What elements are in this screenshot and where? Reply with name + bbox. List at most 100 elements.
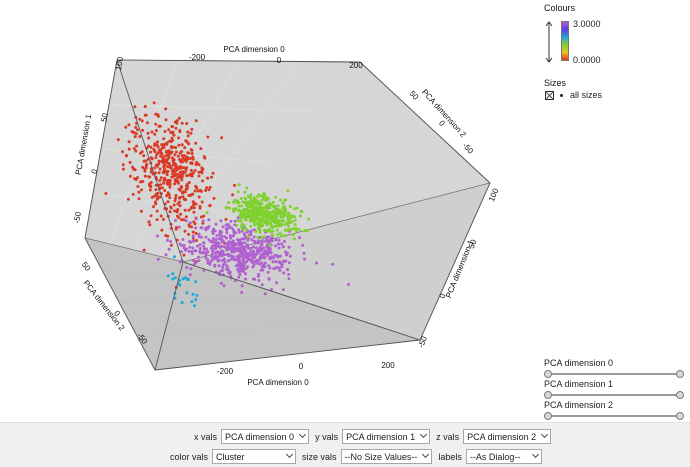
data-point-cluster-0 <box>172 158 176 162</box>
data-point-cluster-0 <box>212 196 216 200</box>
range-min-handle[interactable] <box>544 370 552 378</box>
data-point-cluster-1 <box>193 249 197 253</box>
data-point-cluster-3 <box>292 237 296 241</box>
data-point-cluster-0 <box>153 132 157 136</box>
x-vals-label: x vals <box>194 431 218 442</box>
data-point-cluster-0 <box>174 196 178 200</box>
data-point-cluster-1 <box>238 241 242 245</box>
data-point-cluster-1 <box>278 254 282 258</box>
data-point-cluster-1 <box>249 257 253 261</box>
data-point-cluster-1 <box>347 282 351 286</box>
data-point-cluster-0 <box>194 119 198 123</box>
data-point-cluster-0 <box>206 135 210 139</box>
data-point-cluster-1 <box>260 283 264 287</box>
x-vals-select[interactable]: PCA dimension 0 <box>221 429 310 444</box>
data-point-cluster-1 <box>232 241 236 245</box>
data-point-cluster-1 <box>178 242 182 246</box>
data-point-cluster-1 <box>303 257 307 261</box>
data-point-cluster-0 <box>207 188 211 192</box>
data-point-cluster-0 <box>180 121 184 125</box>
range-min-handle[interactable] <box>544 391 552 399</box>
data-point-cluster-1 <box>242 262 246 266</box>
data-point-cluster-3 <box>266 219 269 223</box>
data-point-cluster-1 <box>238 260 242 264</box>
data-point-cluster-1 <box>219 252 223 256</box>
data-point-cluster-0 <box>144 113 148 117</box>
data-point-cluster-1 <box>267 235 271 239</box>
size-vals-select[interactable]: --No Size Values-- <box>340 449 433 464</box>
data-point-cluster-1 <box>169 240 173 243</box>
data-point-cluster-1 <box>214 238 218 242</box>
data-point-cluster-1 <box>223 260 227 264</box>
data-point-cluster-3 <box>228 206 232 210</box>
data-point-cluster-3 <box>259 220 263 224</box>
labels-select[interactable]: --As Dialog-- <box>465 449 542 464</box>
data-point-cluster-1 <box>156 257 160 261</box>
data-point-cluster-0 <box>124 154 128 158</box>
data-point-cluster-3 <box>255 218 259 222</box>
range-max-handle[interactable] <box>676 370 684 378</box>
data-point-cluster-0 <box>190 225 194 229</box>
data-point-cluster-1 <box>233 231 237 235</box>
z-vals-select[interactable]: PCA dimension 2 <box>463 429 552 444</box>
y-vals-label: y vals <box>315 431 339 442</box>
y-vals-select[interactable]: PCA dimension 1 <box>342 429 431 444</box>
sizes-toggle-checkbox[interactable] <box>545 90 554 100</box>
tick-label-y: 0 <box>90 168 100 174</box>
data-point-cluster-0 <box>155 197 159 201</box>
data-point-cluster-1 <box>258 245 262 249</box>
tick-label-z: 0 <box>437 119 447 129</box>
gridline <box>100 148 272 163</box>
data-point-cluster-0 <box>161 186 164 190</box>
data-point-cluster-1 <box>251 265 255 269</box>
data-point-cluster-3 <box>275 228 279 232</box>
data-point-cluster-0 <box>177 200 181 204</box>
data-point-cluster-0 <box>149 214 153 218</box>
data-point-cluster-0 <box>179 212 183 216</box>
data-point-cluster-1 <box>254 246 258 250</box>
data-point-cluster-1 <box>210 255 214 259</box>
data-point-cluster-0 <box>168 210 172 214</box>
z-vals-label: z vals <box>436 431 460 442</box>
data-point-cluster-0 <box>174 126 178 130</box>
range-min-handle[interactable] <box>544 412 552 420</box>
data-point-cluster-1 <box>204 235 208 239</box>
range-slider-track[interactable] <box>544 370 684 378</box>
data-point-cluster-0 <box>152 101 156 105</box>
data-point-cluster-2 <box>166 274 170 278</box>
data-point-cluster-3 <box>262 191 266 195</box>
data-point-cluster-3 <box>254 230 258 234</box>
data-point-cluster-1 <box>256 274 260 278</box>
range-slider-track[interactable] <box>544 412 684 420</box>
data-point-cluster-1 <box>252 277 255 281</box>
data-point-cluster-1 <box>185 266 189 269</box>
scatter-3d-plot[interactable]: -200 0 200 -200 0 200 100 50 0 -50 100 50 0 -50 50 0 -50… <box>0 0 530 420</box>
range-max-handle[interactable] <box>676 412 684 420</box>
data-point-cluster-3 <box>249 193 253 197</box>
data-point-cluster-0 <box>133 177 137 181</box>
data-point-cluster-3 <box>232 200 235 204</box>
data-point-cluster-0 <box>176 180 180 184</box>
data-point-cluster-0 <box>156 164 159 168</box>
data-point-cluster-1 <box>191 246 195 250</box>
data-point-cluster-2 <box>194 280 198 284</box>
data-point-cluster-0 <box>161 217 165 221</box>
data-point-cluster-1 <box>189 267 193 271</box>
tick-label-y: 100 <box>487 187 501 203</box>
color-vals-label: color vals <box>170 451 209 462</box>
data-point-cluster-3 <box>293 223 297 227</box>
range-max-handle[interactable] <box>676 391 684 399</box>
data-point-cluster-1 <box>268 257 272 261</box>
data-point-cluster-1 <box>267 277 271 281</box>
slider-pca-dimension-0: PCA dimension 0 <box>544 358 684 378</box>
data-point-cluster-1 <box>287 261 291 265</box>
data-point-cluster-1 <box>244 277 247 281</box>
data-point-cluster-0 <box>162 170 166 174</box>
data-point-cluster-1 <box>217 241 221 245</box>
data-point-cluster-3 <box>241 215 245 219</box>
range-slider-track[interactable] <box>544 391 684 399</box>
color-vals-select[interactable]: Cluster <box>212 449 297 464</box>
data-point-cluster-0 <box>185 166 189 170</box>
gridline <box>92 193 228 213</box>
data-point-cluster-0 <box>177 143 181 147</box>
